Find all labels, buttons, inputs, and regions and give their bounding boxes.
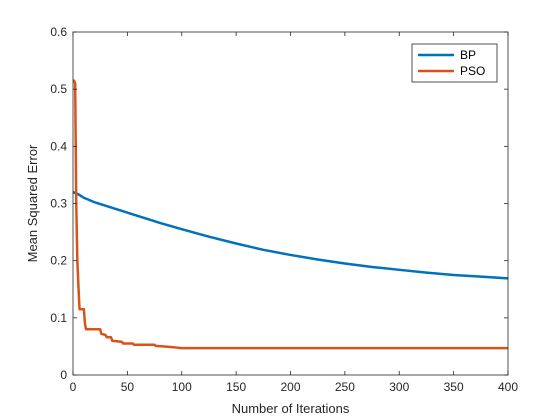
legend: BP PSO (411, 43, 498, 83)
legend-label-pso: PSO (460, 64, 485, 78)
series-line-bp (72, 190, 509, 280)
x-tick-label: 100 (172, 380, 192, 394)
x-tick-label: 400 (498, 380, 518, 394)
x-tick-label: 300 (389, 380, 409, 394)
y-axis-label: Mean Squared Error (25, 144, 40, 262)
x-tick-label: 0 (70, 380, 77, 394)
plot-frame (72, 31, 509, 376)
y-tick-label: 0.3 (50, 197, 67, 211)
y-tick-label: 0.2 (50, 254, 67, 268)
legend-box (411, 43, 498, 83)
x-tick-label: 50 (121, 380, 135, 394)
series-line-pso (72, 79, 508, 350)
y-tick-label: 0.6 (50, 25, 67, 39)
y-tick-label: 0.1 (50, 311, 67, 325)
series-layer (72, 79, 509, 350)
legend-label-bp: BP (460, 48, 476, 62)
x-tick-label: 350 (444, 380, 464, 394)
y-tick-label: 0.4 (50, 139, 67, 153)
x-tick-label: 150 (226, 380, 246, 394)
y-tick-label: 0 (60, 368, 67, 382)
x-tick-label: 250 (335, 380, 355, 394)
plot-area (73, 32, 508, 375)
axis-ticks: 0 50 100 150 200 250 300 350 400 0 0.1 0.2 0.3 0.4 0.5… (50, 25, 518, 394)
y-tick-label: 0.5 (50, 82, 67, 96)
x-axis-label: Number of Iterations (232, 401, 350, 416)
x-tick-label: 200 (280, 380, 300, 394)
